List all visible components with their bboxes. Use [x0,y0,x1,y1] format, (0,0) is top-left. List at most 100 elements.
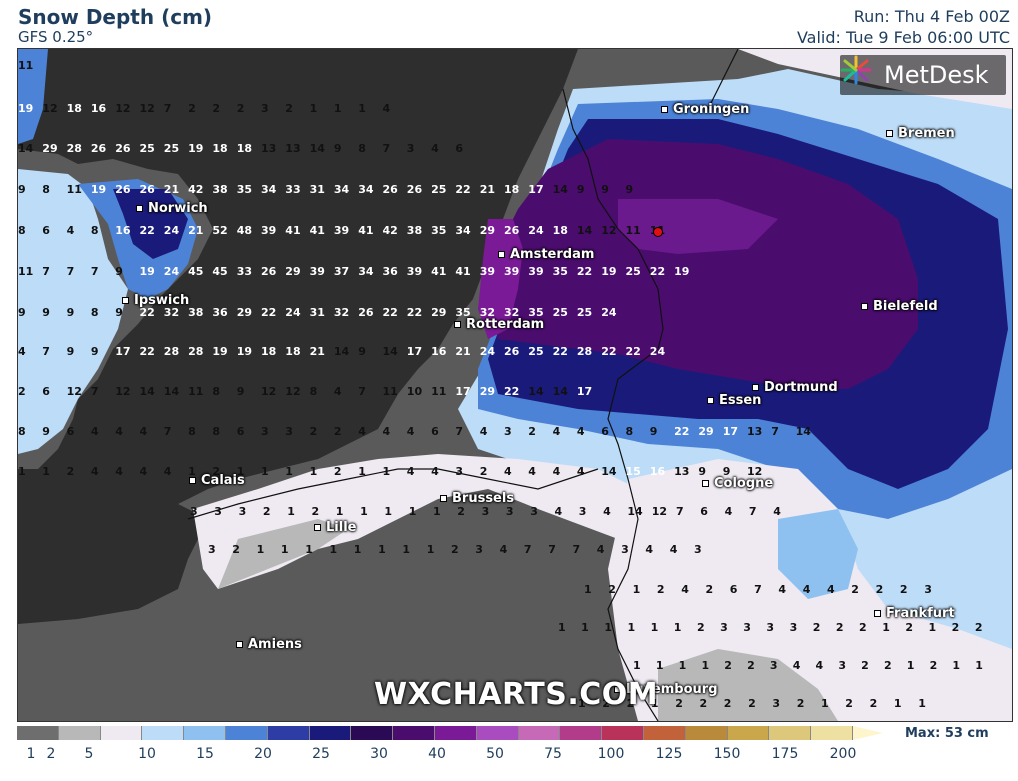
grid-value: 39 [406,265,423,278]
grid-value: 26 [261,265,277,278]
grid-value: 1 [882,621,890,634]
grid-value: 3 [769,659,778,672]
grid-value: 35 [552,265,568,278]
grid-value: 25 [163,142,180,155]
grid-value: 7 [771,425,779,438]
grid-value: 2 [696,621,705,634]
grid-value: 1 [701,659,710,672]
grid-value: 4 [382,102,391,115]
grid-value: 1 [633,659,641,672]
legend-tick: 15 [196,746,214,762]
grid-value: 9 [698,465,707,478]
snow-depth-map: 11 19 12 18 16 12 12 7 2 2 2 3 2 1 1 1 4 14 29 28 26 26 25 25 19… [17,48,1013,722]
grid-value: 1 [678,659,687,672]
grid-value: 2 [974,621,983,634]
grid-value: 7 [42,265,50,278]
grid-value: 4 [431,142,439,155]
grid-value: 12 [139,102,155,115]
grid-value: 14 [552,183,568,196]
legend-tick: 30 [370,746,388,762]
grid-value: 4 [815,659,824,672]
grid-value: 9 [649,425,658,438]
grid-value: 4 [724,505,733,518]
grid-value: 16 [431,345,447,358]
grid-value: 6 [729,583,738,596]
legend-swatch [58,726,101,740]
grid-value: 24 [528,224,544,237]
grid-value: 8 [188,425,196,438]
grid-value: 25 [431,183,447,196]
grid-value: 9 [236,385,245,398]
location-marker [653,227,663,237]
grid-value: 41 [358,224,374,237]
grid-value: 2 [869,697,878,710]
legend-tick: 100 [597,746,625,762]
grid-value: 4 [504,465,512,478]
grid-value: 1 [285,465,293,478]
grid-value: 14 [576,224,593,237]
grid-value: 22 [261,306,277,319]
germany-south-gray [658,649,838,721]
grid-value: 9 [90,345,99,358]
grid-value: 22 [139,306,155,319]
grid-value: 1 [329,543,338,556]
grid-value: 42 [382,224,398,237]
grid-value: 12 [285,385,301,398]
legend-tick: 1 [26,746,36,762]
legend-swatch [393,726,435,740]
grid-value: 3 [475,543,483,556]
grid-value: 9 [18,183,26,196]
grid-value: 29 [479,224,495,237]
grid-value: 14 [795,425,811,438]
grid-value: 14 [627,505,643,518]
grid-value: 3 [789,621,798,634]
legend-arrow [853,726,883,740]
metdesk-logo: MetDesk [840,55,1006,95]
legend-tick: 40 [428,746,446,762]
grid-value: 6 [455,142,464,155]
grid-value: 2 [835,621,844,634]
grid-value: 39 [261,224,277,237]
england-north-snow [18,49,48,144]
grid-value: 8 [309,385,318,398]
grid-value: 34 [333,183,350,196]
grid-value: 26 [358,306,374,319]
grid-value: 32 [504,306,520,319]
grid-value: 17 [406,345,423,358]
legend-tick: 20 [254,746,272,762]
grid-value: 32 [333,306,350,319]
grid-value: 7 [90,265,99,278]
grid-value: 25 [625,265,641,278]
city-label: Rotterdam [454,317,544,332]
grid-value: 7 [748,505,757,518]
grid-value: 3 [924,583,932,596]
grid-value: 14 [552,385,568,398]
grid-value: 1 [893,697,902,710]
grid-value: 26 [504,224,520,237]
grid-value: 26 [115,142,131,155]
grid-value: 1 [821,697,829,710]
grid-value: 2 [875,583,884,596]
legend-swatch [434,726,477,740]
grid-value: 4 [382,425,391,438]
city-label: Norwich [136,201,208,216]
grid-value: 34 [455,224,471,237]
grid-value: 38 [406,224,423,237]
grid-value: 1 [384,505,393,518]
color-legend: Max: 53 cm 1 2 5 10 15 20 25 30 40 50 75 100 125 150 1… [17,726,1018,781]
grid-value: 4 [358,425,366,438]
grid-value: 25 [576,306,593,319]
grid-value: 2 [212,465,221,478]
grid-value: 26 [115,183,131,196]
grid-value: 18 [285,345,301,358]
grid-value: 21 [479,183,495,196]
grid-value: 1 [382,465,391,478]
grid-value: 8 [212,385,221,398]
legend-swatch [225,726,268,740]
grid-value: 1 [650,697,659,710]
grid-value: 24 [163,265,180,278]
grid-value: 4 [431,465,439,478]
grid-value: 4 [576,465,585,478]
grid-value: 22 [649,265,666,278]
grid-value: 2 [333,425,342,438]
